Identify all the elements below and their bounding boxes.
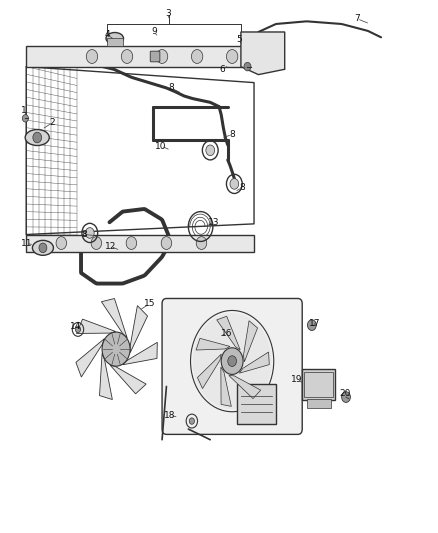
Polygon shape [130, 305, 148, 353]
Ellipse shape [25, 130, 49, 146]
Text: 9: 9 [151, 28, 157, 36]
Bar [307, 399, 331, 408]
Polygon shape [221, 367, 231, 406]
Circle shape [342, 392, 350, 402]
Polygon shape [217, 316, 240, 350]
Polygon shape [229, 375, 261, 399]
Circle shape [206, 145, 215, 156]
Circle shape [85, 228, 94, 238]
Text: 3: 3 [166, 9, 172, 18]
Text: 16: 16 [221, 329, 233, 337]
Circle shape [228, 356, 237, 367]
Circle shape [193, 313, 272, 409]
Text: 10: 10 [155, 142, 167, 150]
Circle shape [196, 237, 207, 249]
Polygon shape [77, 319, 116, 334]
Text: 15: 15 [144, 300, 155, 308]
Circle shape [191, 50, 203, 63]
Polygon shape [241, 32, 285, 75]
Circle shape [244, 62, 251, 71]
Text: 6: 6 [219, 65, 226, 74]
Circle shape [39, 243, 47, 253]
Circle shape [126, 237, 137, 249]
Circle shape [230, 179, 239, 189]
Text: 13: 13 [208, 219, 219, 227]
Polygon shape [196, 338, 230, 350]
Text: 11: 11 [21, 239, 32, 247]
Text: 2: 2 [50, 118, 55, 127]
Circle shape [221, 348, 243, 374]
FancyBboxPatch shape [150, 51, 160, 62]
Polygon shape [102, 298, 127, 338]
Text: 8: 8 [168, 84, 174, 92]
Bar [237, 384, 276, 424]
Circle shape [121, 50, 133, 63]
Bar [304, 372, 333, 397]
Circle shape [161, 237, 172, 249]
Circle shape [86, 50, 98, 63]
Polygon shape [198, 354, 221, 389]
Polygon shape [123, 342, 157, 365]
Text: 14: 14 [70, 322, 81, 331]
Polygon shape [110, 365, 146, 394]
Ellipse shape [32, 240, 53, 255]
Text: 19: 19 [291, 375, 303, 384]
Text: 8: 8 [239, 183, 245, 192]
Polygon shape [76, 338, 105, 377]
Circle shape [56, 237, 67, 249]
Polygon shape [99, 353, 113, 400]
Text: 18: 18 [164, 411, 176, 420]
Text: 1: 1 [21, 106, 27, 115]
Text: 17: 17 [309, 319, 320, 328]
Bar [26, 46, 254, 67]
Text: 8: 8 [81, 230, 88, 239]
Bar [26, 235, 254, 252]
Text: 4: 4 [105, 30, 110, 39]
Circle shape [189, 418, 194, 424]
Polygon shape [244, 321, 258, 362]
FancyBboxPatch shape [162, 298, 302, 434]
Text: 5: 5 [236, 36, 242, 44]
Text: 8: 8 [229, 130, 235, 139]
Ellipse shape [106, 33, 124, 44]
Bar [302, 369, 335, 400]
Polygon shape [239, 352, 269, 373]
Circle shape [91, 237, 102, 249]
Text: 20: 20 [339, 389, 351, 398]
Bar [107, 38, 123, 46]
Circle shape [33, 132, 42, 143]
Circle shape [102, 332, 130, 366]
Text: 12: 12 [105, 242, 116, 251]
Circle shape [75, 326, 81, 333]
Text: 7: 7 [354, 14, 360, 23]
Circle shape [22, 115, 28, 122]
Circle shape [307, 320, 316, 330]
Circle shape [156, 50, 168, 63]
Circle shape [226, 50, 238, 63]
